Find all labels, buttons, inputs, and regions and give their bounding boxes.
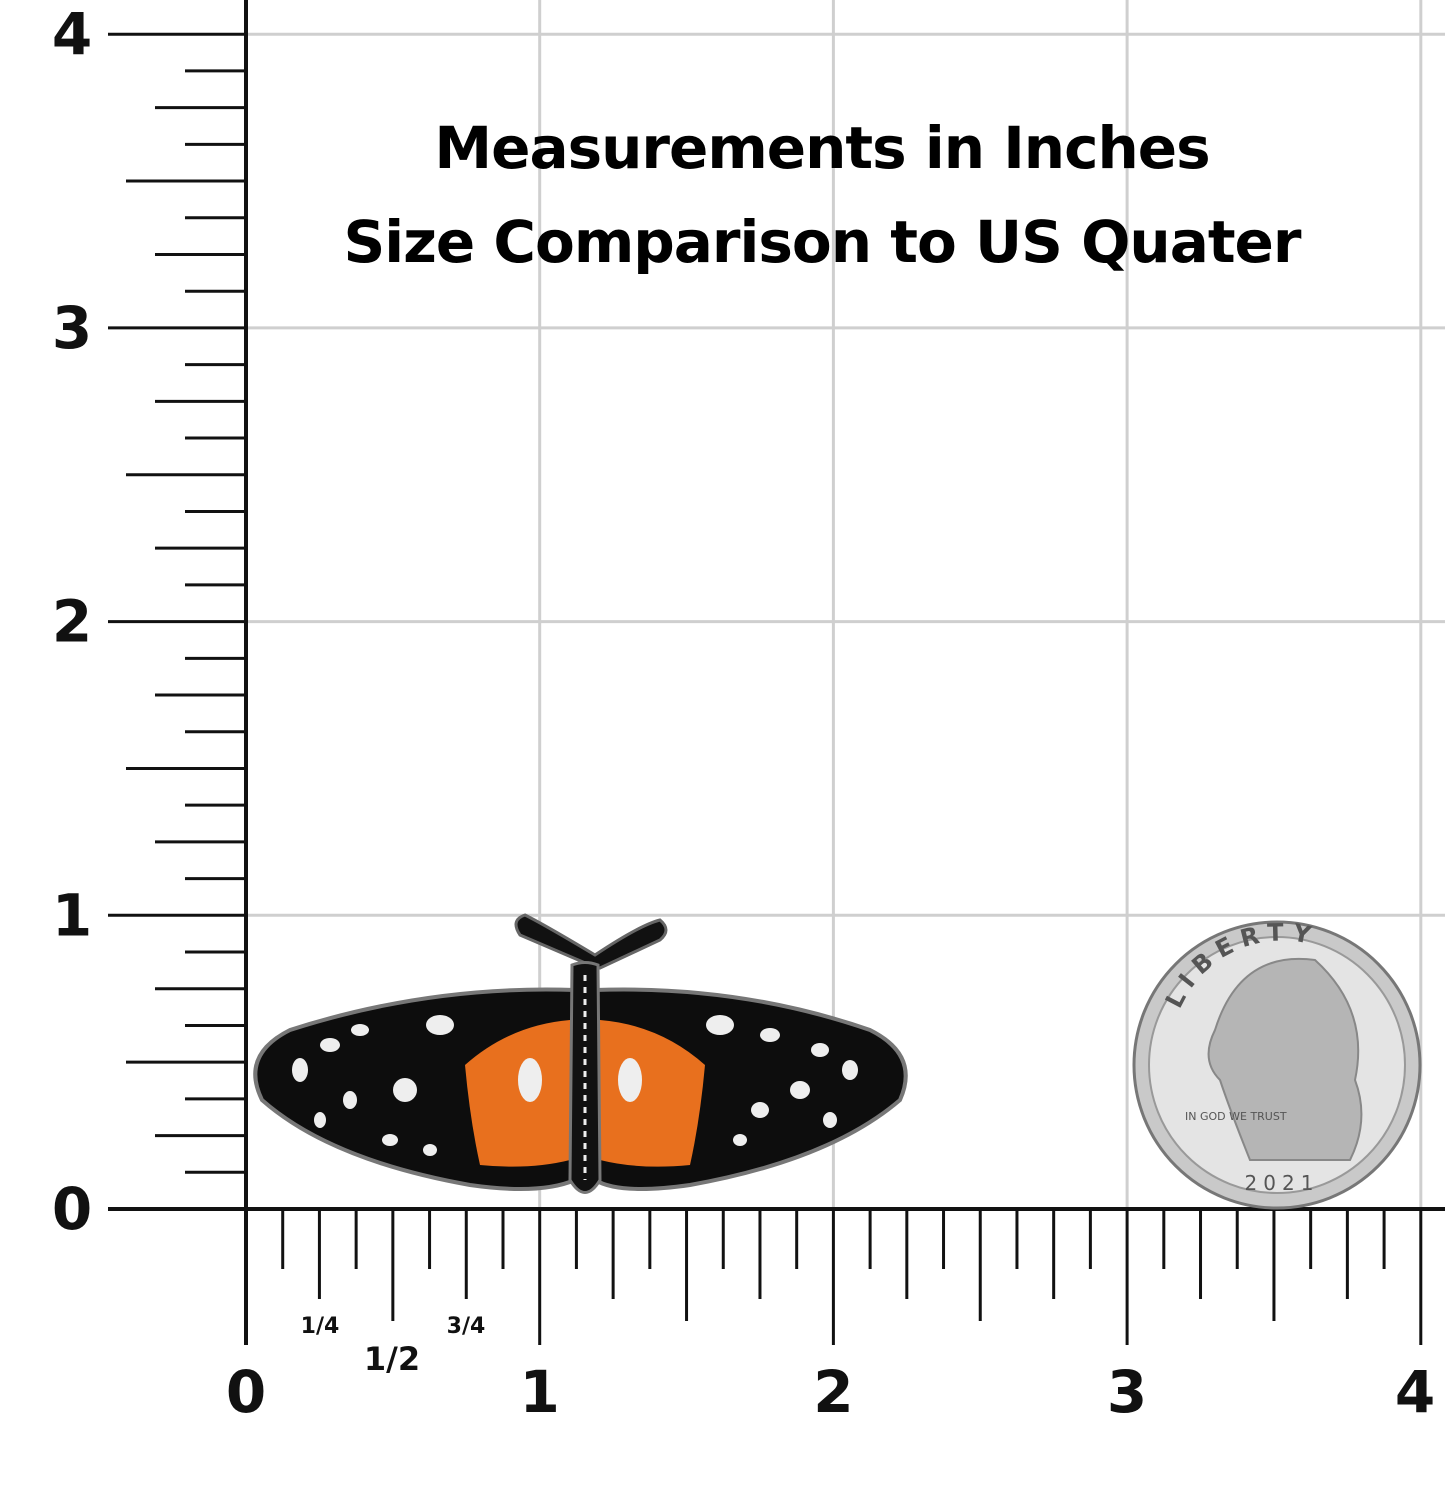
fraction-label: 1/2 bbox=[364, 1340, 420, 1378]
x-ruler-label: 4 bbox=[1395, 1358, 1435, 1426]
coin-year: 2021 bbox=[1245, 1171, 1320, 1195]
y-ruler-label: 1 bbox=[52, 881, 92, 949]
y-ruler-label: 0 bbox=[52, 1175, 92, 1243]
x-ruler-label: 2 bbox=[813, 1358, 853, 1426]
x-ruler-label: 3 bbox=[1107, 1358, 1147, 1426]
butterfly-pin bbox=[253, 913, 908, 1194]
fraction-label: 3/4 bbox=[447, 1314, 486, 1339]
title: Measurements in Inches bbox=[434, 114, 1209, 182]
quarter-coin: LIBERTY IN GOD WE TRUST 2021 bbox=[1132, 918, 1422, 1210]
y-ruler-label: 3 bbox=[52, 294, 92, 362]
ruler bbox=[108, 0, 1445, 1345]
x-ruler-label: 1 bbox=[520, 1358, 560, 1426]
y-ruler-label: 2 bbox=[52, 588, 92, 656]
coin-motto: IN GOD WE TRUST bbox=[1185, 1110, 1287, 1123]
grid bbox=[246, 0, 1445, 1209]
x-ruler-label: 0 bbox=[226, 1358, 266, 1426]
y-ruler-label: 4 bbox=[52, 0, 92, 68]
fraction-label: 1/4 bbox=[301, 1314, 340, 1339]
subtitle: Size Comparison to US Quater bbox=[343, 208, 1301, 276]
